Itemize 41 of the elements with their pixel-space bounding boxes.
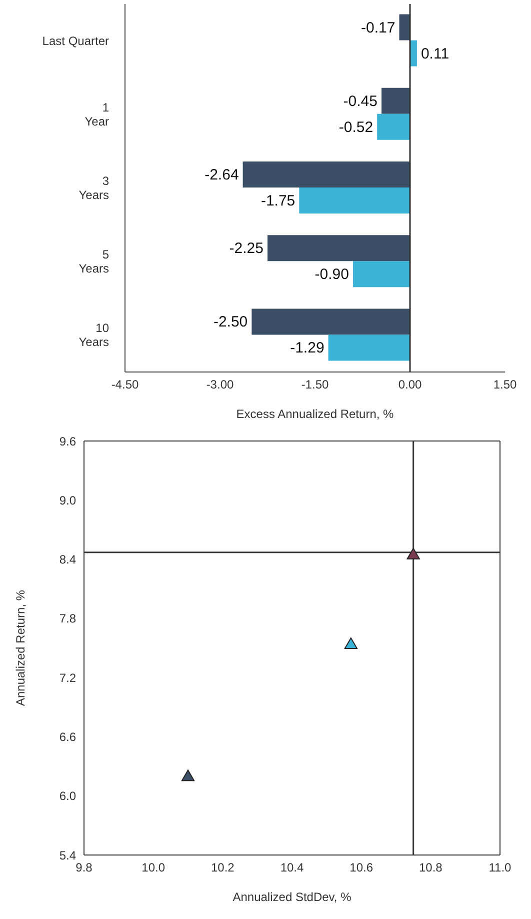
data-label: -0.52 <box>338 118 374 136</box>
point <box>406 548 420 560</box>
data-label: -2.25 <box>229 240 264 258</box>
data-label: -2.64 <box>204 166 239 184</box>
y-tick-label: 5.4 <box>59 848 76 862</box>
y-tick-label: 6.6 <box>59 730 76 744</box>
y-tick-label: 10 Years <box>78 321 110 350</box>
y-tick-label: 5 Years <box>78 248 110 276</box>
y-tick-label: 8.4 <box>59 552 76 567</box>
point <box>181 770 195 782</box>
y-tick-label: 9.6 <box>59 434 76 448</box>
x-axis-title: Excess Annualized Return, % <box>236 407 394 421</box>
y-tick-label: 7.2 <box>59 670 76 685</box>
x-tick-label: 10.2 <box>210 860 235 875</box>
data-label: -0.45 <box>343 92 378 110</box>
x-tick-label: 10.0 <box>142 860 166 875</box>
x-tick-label: 10.4 <box>280 860 304 875</box>
x-tick-label: 10.8 <box>418 860 443 875</box>
x-tick-label: 1.50 <box>493 378 517 392</box>
y-tick-label: 9.0 <box>59 493 76 508</box>
data-label: -0.90 <box>314 266 349 284</box>
x-tick-label: -1.50 <box>301 378 329 392</box>
y-axis-title: Annualized Return, % <box>13 590 28 706</box>
x-tick-label: 0.00 <box>398 378 422 392</box>
data-label: -0.17 <box>361 19 396 36</box>
y-tick-label: 1 Year <box>84 100 110 128</box>
x-tick-label: 10.6 <box>350 860 374 875</box>
data-label: -1.75 <box>260 192 296 210</box>
point <box>344 638 358 650</box>
data-label: 0.11 <box>420 45 450 62</box>
data-label: -1.29 <box>290 340 324 357</box>
x-tick-label: -3.00 <box>206 378 234 392</box>
x-tick-label: 11.0 <box>488 860 512 875</box>
x-axis-title: Annualized StdDev, % <box>232 890 352 904</box>
y-tick-label: 7.8 <box>59 612 76 626</box>
x-tick-label: -4.50 <box>111 378 139 392</box>
y-tick-label: Last Quarter <box>42 34 109 48</box>
y-tick-label: 6.0 <box>59 789 76 804</box>
x-tick-label: 9.8 <box>76 860 93 875</box>
y-tick-label: 3 Years <box>78 174 110 202</box>
data-label: -2.50 <box>213 314 248 331</box>
